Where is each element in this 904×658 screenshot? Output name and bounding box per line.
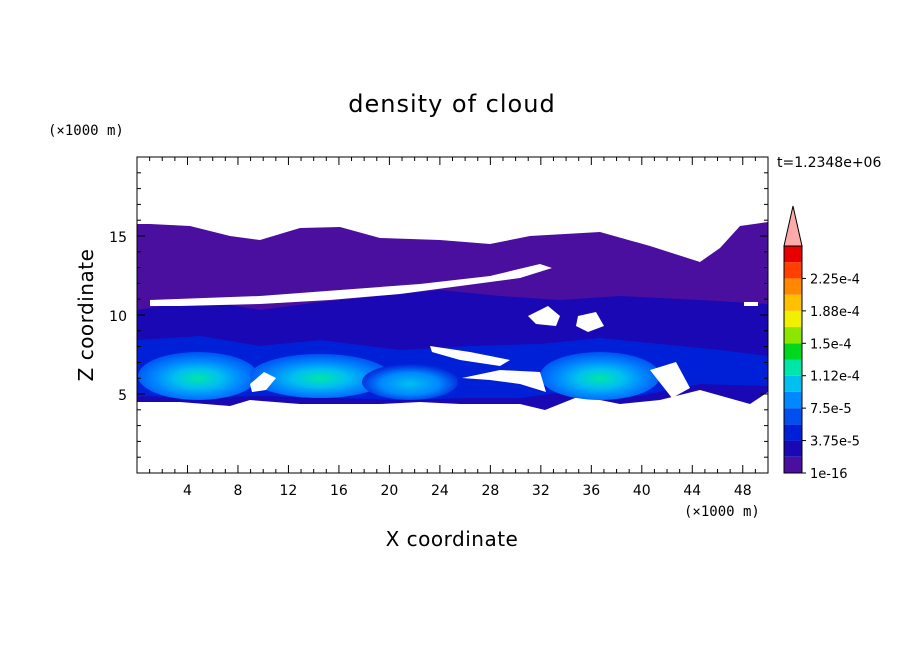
x-tick-label: 24: [431, 483, 449, 499]
colorbar-extend-arrow: [783, 205, 803, 247]
x-tick-label: 44: [683, 483, 701, 499]
colorbar-frame: [783, 245, 803, 474]
colorbar-swatch: [784, 278, 802, 295]
colorbar-swatch: [784, 456, 802, 473]
time-label: t=1.2348e+06: [777, 155, 881, 171]
y-unit-label: (×1000 m): [48, 123, 124, 139]
x-tick-label: 4: [183, 483, 192, 499]
clear-gap: [650, 362, 690, 398]
cloud-field: [137, 222, 768, 410]
x-tick-label: 40: [633, 483, 651, 499]
x-tick-label: 12: [280, 483, 298, 499]
x-tick-label: 16: [330, 483, 348, 499]
x-unit-label: (×1000 m): [684, 504, 760, 520]
cloud-cell: [362, 364, 458, 400]
colorbar-swatch: [784, 262, 802, 279]
clear-gap: [744, 302, 758, 306]
colorbar-swatch: [784, 246, 802, 263]
clear-gap: [576, 312, 604, 332]
colorbar-swatch: [784, 294, 802, 311]
x-tick-label: 8: [233, 483, 242, 499]
colorbar-label: 1e-16: [810, 467, 848, 482]
clear-gap: [150, 264, 552, 306]
x-tick-label: 20: [380, 483, 398, 499]
colorbar-label: 1.88e-4: [810, 305, 860, 320]
y-axis-label: Z coordinate: [74, 249, 98, 382]
colorbar-swatch: [784, 440, 802, 457]
colorbar-label: 7.5e-5: [810, 402, 852, 417]
colorbar-swatch: [784, 343, 802, 360]
colorbar-label: 1.12e-4: [810, 370, 860, 385]
cloud-cell: [250, 354, 390, 398]
colorbar-label: 1.5e-4: [810, 337, 852, 352]
clear-gap: [250, 372, 276, 392]
y-axis-ticks: 5 10 15: [109, 172, 768, 458]
x-axis-ticks: 4 8 12 16 20 24 28 32 36 40 44 48: [149, 157, 756, 499]
clear-gap: [528, 306, 560, 326]
colorbar-swatch: [784, 391, 802, 409]
colorbar: 1e-16 3.75e-5 7.5e-5 1.12e-4 1.5e-4 1.88e-4 2.…: [783, 205, 860, 482]
colorbar-label: 2.25e-4: [810, 272, 860, 287]
x-axis-label: X coordinate: [386, 527, 519, 551]
chart-title: density of cloud: [348, 90, 555, 118]
colorbar-swatch: [784, 408, 802, 425]
x-tick-label: 32: [532, 483, 550, 499]
x-tick-label: 48: [734, 483, 752, 499]
x-tick-label: 36: [582, 483, 600, 499]
y-tick-label: 10: [109, 309, 127, 325]
colorbar-swatch: [784, 375, 802, 392]
cloud-cell: [540, 352, 660, 400]
y-tick-label: 5: [118, 388, 127, 404]
y-tick-label: 15: [109, 230, 127, 246]
colorbar-swatch: [784, 359, 802, 376]
clear-gap: [462, 370, 546, 392]
colorbar-swatch: [784, 310, 802, 328]
colorbar-label: 3.75e-5: [810, 435, 860, 450]
colorbar-swatch: [784, 327, 802, 344]
colorbar-swatch: [784, 424, 802, 441]
cloud-cell: [138, 352, 258, 400]
x-tick-label: 28: [481, 483, 499, 499]
clear-gap: [430, 346, 510, 366]
